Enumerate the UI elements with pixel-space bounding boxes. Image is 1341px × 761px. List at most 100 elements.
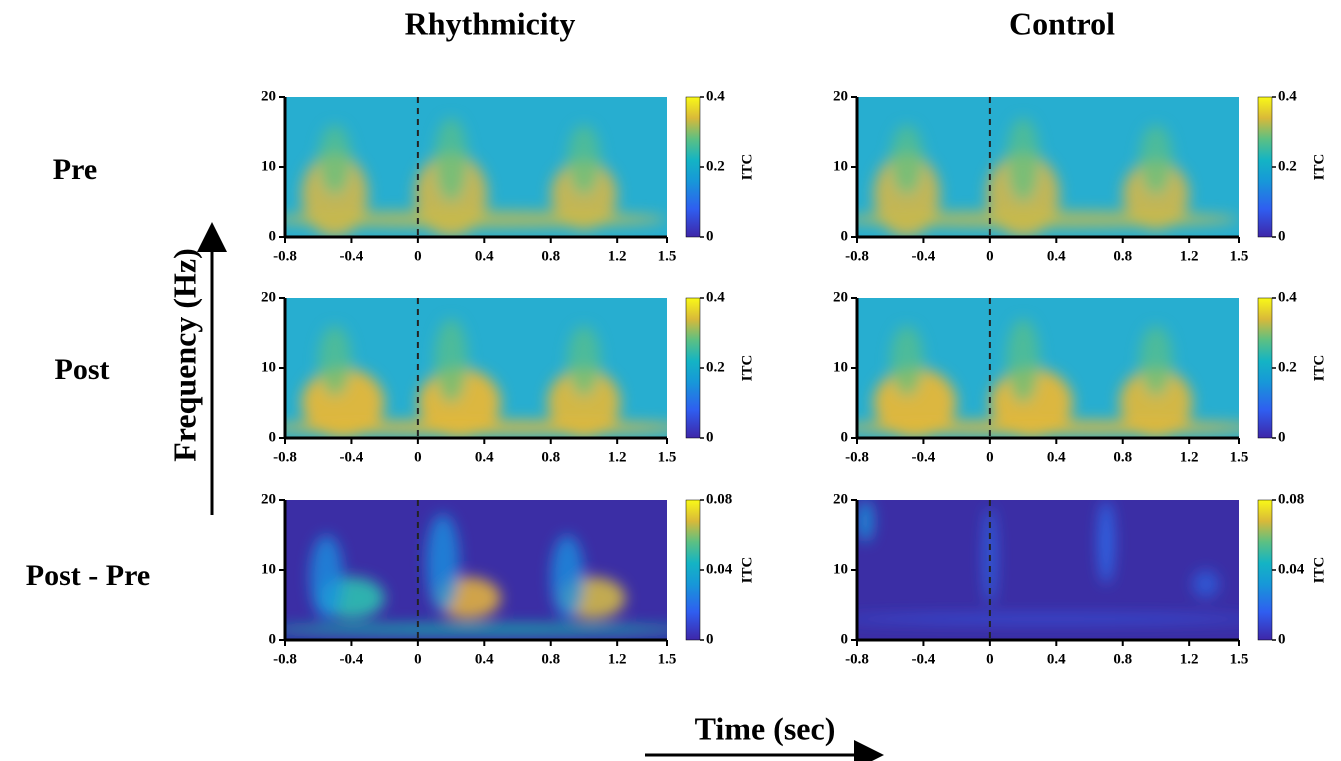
heatmap — [285, 298, 667, 438]
heatmap-blobs — [285, 319, 667, 438]
colorbar-label: ITC — [1311, 557, 1327, 584]
x-tick-label: 0.8 — [1113, 248, 1132, 264]
y-axis-label: Frequency (Hz) — [166, 248, 202, 462]
colorbar — [685, 297, 701, 439]
colorbar-tick-label: 0.4 — [706, 289, 725, 305]
x-tick-label: -0.4 — [912, 248, 936, 264]
heatmap — [857, 298, 1239, 438]
x-tick-label: 0.4 — [475, 651, 494, 667]
x-tick-label: 1.2 — [1180, 248, 1199, 264]
colorbar-label: ITC — [739, 154, 755, 181]
x-tick-label: 0 — [986, 449, 994, 465]
x-tick-label: 0 — [986, 651, 994, 667]
heatmap-blob — [567, 125, 601, 195]
x-tick-label: 1.5 — [1230, 651, 1249, 667]
x-tick-label: 0.4 — [1047, 449, 1066, 465]
x-tick-label: -0.4 — [340, 248, 364, 264]
heatmap-blob — [1006, 118, 1040, 202]
colorbar-label: ITC — [1311, 355, 1327, 382]
y-tick-label: 0 — [269, 631, 277, 647]
heatmap — [285, 97, 667, 237]
heatmap-blob — [426, 514, 460, 612]
colorbar-tick-label: 0.2 — [706, 359, 725, 375]
x-tick-label: 1.5 — [658, 449, 677, 465]
y-tick-label: 0 — [841, 429, 849, 445]
heatmap-blob — [434, 319, 468, 403]
colorbar-tick-label: 0.2 — [1278, 158, 1297, 174]
heatmap-blob — [1192, 570, 1220, 598]
x-tick-label: 0.8 — [1113, 651, 1132, 667]
y-tick-label: 20 — [261, 289, 276, 305]
colorbar-tick-label: 0.08 — [706, 491, 732, 507]
x-tick-label: 0.8 — [541, 449, 560, 465]
row-label: Post — [55, 353, 110, 386]
y-tick-label: 0 — [841, 631, 849, 647]
heatmap-blob — [873, 368, 957, 438]
heatmap — [857, 500, 1239, 640]
x-tick-label: 0 — [414, 248, 422, 264]
colorbar-tick-label: 0 — [706, 429, 714, 445]
heatmap — [857, 97, 1239, 237]
x-tick-label: 0.4 — [1047, 248, 1066, 264]
heatmap — [285, 500, 667, 640]
x-tick-label: 0.8 — [1113, 449, 1132, 465]
y-tick-label: 20 — [833, 88, 848, 104]
y-tick-label: 0 — [841, 228, 849, 244]
row-label: Post - Pre — [26, 559, 150, 592]
y-tick-label: 20 — [261, 88, 276, 104]
heatmap-blob — [309, 535, 344, 619]
colorbar-tick-label: 0.08 — [1278, 491, 1304, 507]
x-tick-label: -0.4 — [340, 651, 364, 667]
x-tick-label: 0.4 — [475, 449, 494, 465]
y-tick-label: 20 — [833, 289, 848, 305]
colorbar-tick-label: 0.4 — [706, 88, 725, 104]
colorbar-tick-label: 0.4 — [1278, 88, 1297, 104]
heatmap-blob — [857, 614, 1239, 624]
colorbar — [1257, 499, 1273, 641]
y-tick-label: 0 — [269, 228, 277, 244]
colorbar-tick-label: 0 — [1278, 228, 1286, 244]
x-tick-label: 1.2 — [608, 248, 627, 264]
colorbar-tick-label: 0 — [706, 228, 714, 244]
colorbar-label: ITC — [1311, 154, 1327, 181]
x-tick-label: -0.8 — [273, 651, 297, 667]
heatmap-blob — [857, 420, 1239, 435]
heatmap-blob — [857, 500, 874, 542]
heatmap-blob — [285, 420, 667, 435]
x-tick-label: 0.4 — [1047, 651, 1066, 667]
heatmap-blobs — [285, 118, 667, 237]
heatmap-blobs — [857, 500, 1239, 624]
colorbar-tick-label: 0.04 — [706, 561, 733, 577]
colorbar-tick-label: 0.04 — [1278, 561, 1305, 577]
heatmap-blob — [318, 326, 352, 396]
colorbar — [1257, 96, 1273, 238]
colorbar-tick-label: 0 — [706, 631, 714, 647]
x-tick-label: 1.2 — [1180, 651, 1199, 667]
x-tick-label: -0.8 — [845, 449, 869, 465]
heatmap-blobs — [857, 118, 1239, 237]
heatmap-blob — [1119, 368, 1193, 438]
heatmap-blob — [1139, 125, 1173, 195]
colorbar — [685, 96, 701, 238]
x-tick-label: 0 — [986, 248, 994, 264]
row-label: Pre — [53, 153, 97, 186]
x-tick-label: 1.5 — [1230, 248, 1249, 264]
x-tick-label: 1.2 — [1180, 449, 1199, 465]
y-tick-label: 20 — [261, 491, 276, 507]
heatmap-blob — [318, 125, 352, 195]
y-tick-label: 10 — [833, 359, 848, 375]
x-tick-label: 0.8 — [541, 248, 560, 264]
heatmap-blob — [285, 623, 667, 636]
heatmap-blob — [1097, 500, 1115, 584]
y-tick-label: 10 — [833, 158, 848, 174]
heatmap-blob — [1006, 319, 1040, 403]
x-tick-label: 1.5 — [1230, 449, 1249, 465]
heatmap-blob — [857, 211, 1239, 228]
x-tick-label: -0.4 — [912, 449, 936, 465]
colorbar-label: ITC — [739, 557, 755, 584]
x-tick-label: -0.8 — [273, 248, 297, 264]
heatmap-blob — [567, 326, 601, 396]
y-tick-label: 0 — [269, 429, 277, 445]
x-axis-label: Time (sec) — [695, 710, 836, 746]
y-tick-label: 20 — [833, 491, 848, 507]
